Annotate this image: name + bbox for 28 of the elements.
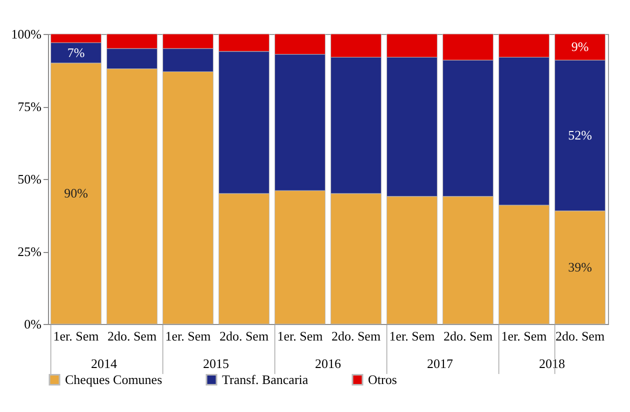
y-tick-label: 0% [24, 316, 42, 332]
x-tick-label: 1er. Sem [501, 328, 547, 344]
x-tick-label: 2do. Sem [443, 328, 493, 344]
x-tick-label: 2do. Sem [331, 328, 381, 344]
x-tick-label: 2do. Sem [555, 328, 605, 344]
x-tick-label: 1er. Sem [277, 328, 323, 344]
text: 2014 [91, 356, 118, 371]
legend-label: Cheques Comunes [65, 372, 162, 387]
y-tick-label: 75% [18, 99, 42, 114]
text: 2017 [427, 356, 454, 371]
legend-label: Otros [368, 372, 397, 387]
data-label: 52% [568, 128, 592, 142]
data-label: 39% [568, 259, 592, 274]
data-label: 90% [64, 186, 88, 200]
legend-label: Transf. Bancaria [222, 372, 308, 387]
text: 2015 [203, 356, 229, 371]
data-label: 9% [571, 39, 589, 54]
x-tick-label: 1er. Sem [53, 328, 99, 344]
x-tick-label: 2do. Sem [107, 328, 157, 344]
text: 2018 [539, 356, 565, 371]
x-tick-label: 2do. Sem [219, 328, 269, 344]
data-label: 7% [67, 44, 85, 60]
x-tick-label: 1er. Sem [389, 328, 435, 344]
x-tick-label: 1er. Sem [165, 328, 211, 344]
y-tick-label: 25% [18, 244, 42, 259]
y-tick-label: 50% [18, 172, 42, 186]
text: 2016 [315, 356, 342, 371]
y-tick-label: 100% [11, 26, 42, 42]
